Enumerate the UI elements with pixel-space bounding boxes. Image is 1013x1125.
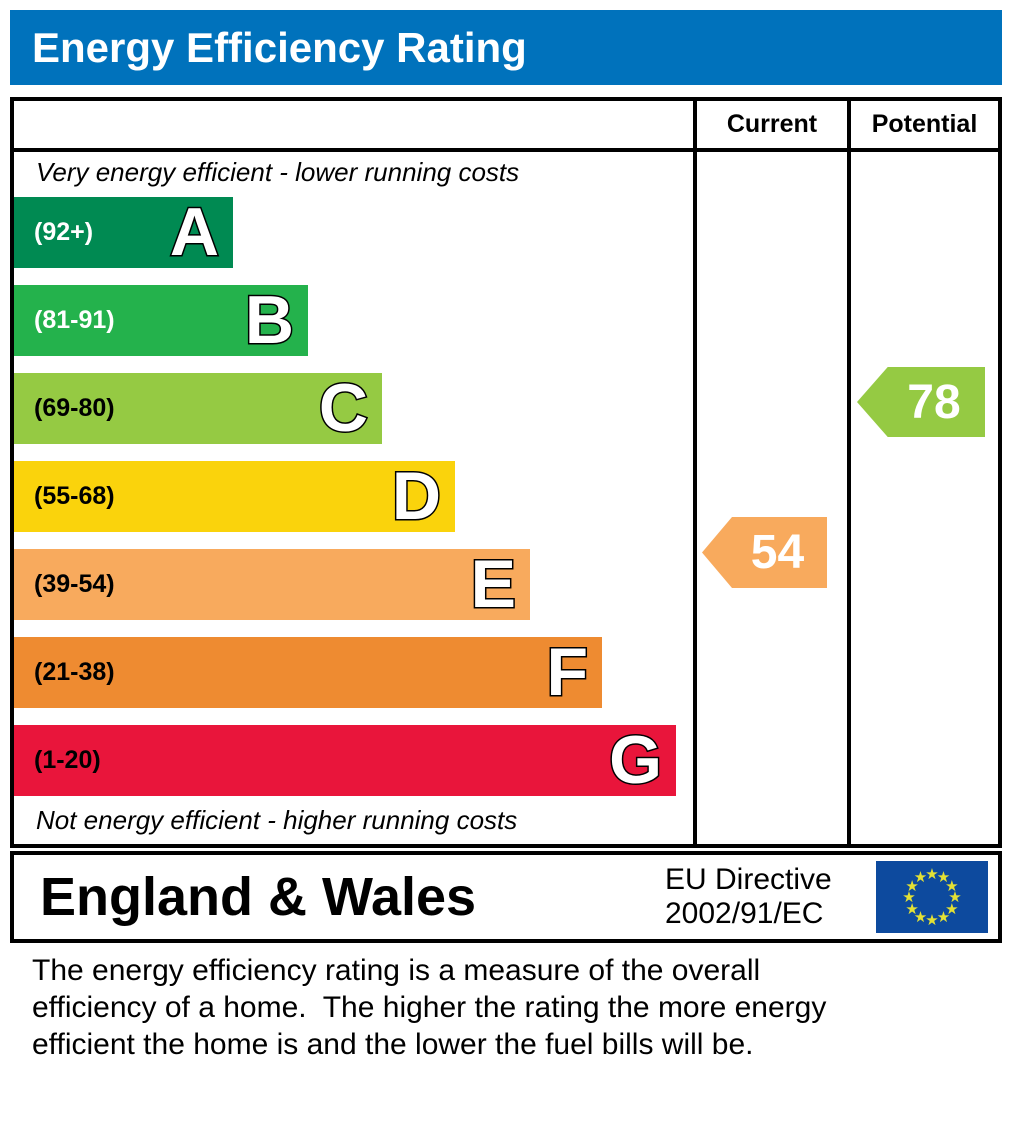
band-row-D: (55-68) D [14,458,455,534]
band-letter: B [243,282,295,358]
band-letter: E [469,546,517,622]
band-range-label: (69-80) [34,394,115,422]
band-range-label: (55-68) [34,482,115,510]
eu-directive-label: EU Directive 2002/91/EC [665,863,832,930]
band-range-label: (39-54) [34,570,115,598]
band-row-B: (81-91) B [14,282,308,358]
eu-star-icon: ★ [905,876,919,895]
eu-star-icon: ★ [913,907,928,926]
eu-flag-icon: ★ ★ ★ ★ ★ ★ ★ ★ ★ ★ ★ ★ [876,861,988,933]
title-bar: Energy Efficiency Rating [10,10,1002,85]
eu-flag-background [876,861,988,933]
eu-star-icon: ★ [902,888,916,906]
band-row-F: (21-38) F [14,634,602,710]
band-letter: G [608,722,664,798]
potential-rating-value: 78 [907,375,961,429]
eu-star-icon: ★ [905,899,919,918]
eu-star-icon: ★ [913,868,928,887]
column-divider-potential [847,101,851,844]
bottom-note: Not energy efficient - higher running co… [36,805,518,835]
band-letter: F [545,634,590,710]
top-note: Very energy efficient - lower running co… [36,157,520,187]
region-label: England & Wales [40,867,477,927]
eu-star-icon: ★ [945,876,959,895]
band-row-C: (69-80) C [14,370,382,446]
eu-star-icon: ★ [925,911,939,929]
band-range-label: (21-38) [34,658,115,686]
current-rating-value: 54 [750,526,805,579]
current-rating-arrow: 54 [702,517,827,588]
band-letter: C [317,370,369,446]
footer-bar: England & Wales EU Directive 2002/91/EC … [10,851,1002,943]
band-range-label: (81-91) [34,306,115,334]
eu-star-icon: ★ [936,907,951,926]
description-text: The energy efficiency rating is a measur… [32,954,827,1061]
band-range-label: (92+) [34,218,94,246]
potential-rating-arrow: 78 [857,367,985,437]
rating-table: Current Potential Very energy efficient … [10,97,1002,848]
column-divider-current [693,101,697,844]
header-divider [14,148,998,152]
column-header-potential: Potential [871,110,978,138]
band-row-G: (1-20) G [14,722,676,798]
band-range-label: (1-20) [34,746,101,774]
eu-star-icon: ★ [925,865,939,883]
column-header-current: Current [726,110,818,138]
eu-star-icon: ★ [945,899,959,918]
eu-star-icon: ★ [948,888,962,906]
page-title: Energy Efficiency Rating [32,23,527,71]
eu-star-icon: ★ [936,868,951,887]
band-letter: A [168,194,220,270]
band-row-E: (39-54) E [14,546,530,622]
band-letter: D [390,458,442,534]
band-row-A: (92+) A [14,194,233,270]
